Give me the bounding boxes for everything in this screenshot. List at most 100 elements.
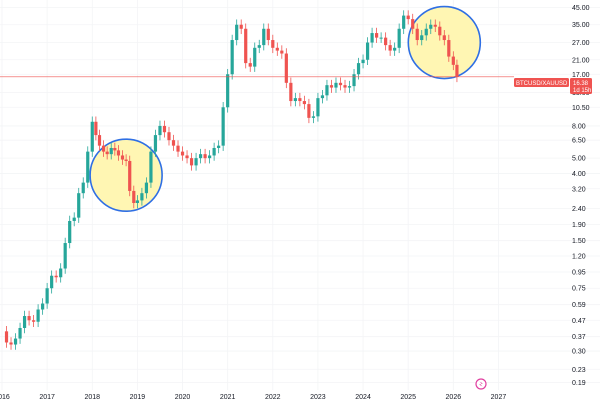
price-tick-label: 21.00 — [572, 57, 590, 64]
candle-up — [230, 40, 234, 75]
price-tick-label: 3.20 — [572, 186, 586, 193]
candle-down — [27, 316, 31, 321]
candle-up — [212, 147, 216, 156]
candle-down — [9, 342, 13, 345]
price-tick-label: 1.90 — [572, 222, 586, 229]
symbol-badge-bg — [514, 78, 569, 87]
candle-down — [280, 50, 284, 54]
price-tick-label: 0.19 — [572, 380, 586, 387]
tradingview-logo-icon[interactable] — [475, 378, 487, 390]
candle-layer — [4, 10, 459, 350]
candle-up — [140, 193, 144, 201]
candle-down — [455, 64, 459, 77]
candle-down — [343, 85, 347, 88]
candle-up — [253, 47, 257, 67]
candle-down — [447, 40, 451, 57]
price-tick-label: 6.50 — [572, 138, 586, 145]
price-tick-label: 45.00 — [572, 5, 590, 12]
candle-down — [289, 82, 293, 102]
price-tick-label: 2.40 — [572, 206, 586, 213]
price-tick-label: 0.59 — [572, 302, 586, 309]
candle-down — [101, 145, 106, 152]
candle-up — [135, 200, 139, 203]
candle-up — [420, 35, 424, 41]
candle-up — [41, 303, 45, 310]
candle-down — [132, 190, 136, 203]
candle-up — [109, 147, 113, 155]
candle-up — [352, 74, 356, 87]
candle-down — [433, 24, 437, 27]
price-tick-label: 0.23 — [572, 367, 586, 374]
candle-down — [167, 132, 171, 141]
time-tick-label: 2026 — [446, 394, 462, 400]
time-tick-label: 2020 — [175, 394, 191, 400]
candle-up — [90, 121, 94, 152]
candle-down — [307, 104, 311, 118]
candle-up — [365, 42, 370, 60]
price-tick-label: 0.30 — [572, 349, 586, 356]
candle-down — [388, 45, 392, 51]
candle-up — [347, 86, 352, 88]
candle-down — [31, 320, 36, 322]
time-tick-label: 2021 — [220, 394, 236, 400]
candle-up — [402, 15, 406, 29]
candle-up — [325, 85, 329, 96]
candle-down — [97, 135, 102, 146]
symbol-badge: BTCUSD/XAUUSD 16.38 1d 15h — [514, 78, 592, 94]
candle-up — [208, 155, 212, 159]
candle-up — [311, 116, 316, 118]
candle-down — [113, 147, 117, 151]
candle-up — [22, 316, 27, 328]
candle-down — [162, 125, 167, 133]
time-tick-label: 2016 — [0, 394, 10, 400]
candle-down — [329, 85, 334, 88]
candle-down — [438, 26, 442, 36]
candle-up — [18, 327, 22, 339]
time-axis[interactable]: 2016 2017 2018 2019 2020 2021 2022 2023 2024 2025… — [0, 394, 506, 400]
time-tick-label: 2022 — [265, 394, 281, 400]
grid-layer — [0, 0, 600, 390]
time-tick-label: 2027 — [491, 394, 507, 400]
candle-up — [153, 135, 158, 152]
candle-up — [293, 98, 297, 102]
candle-up — [226, 74, 230, 108]
candle-up — [81, 182, 85, 194]
candle-down — [171, 140, 176, 146]
candle-down — [302, 101, 306, 105]
candle-up — [320, 95, 325, 99]
price-axis[interactable]: 45.0035.0027.0021.0017.0013.0010.508.006… — [572, 5, 590, 387]
candle-up — [235, 24, 239, 41]
last-value-label: 16.38 — [573, 81, 589, 87]
candle-down — [411, 19, 415, 29]
time-tick-label: 2023 — [310, 394, 326, 400]
candle-up — [361, 59, 365, 64]
candle-up — [86, 151, 90, 183]
candle-up — [262, 28, 266, 46]
candle-up — [397, 28, 401, 48]
candle-down — [298, 98, 302, 102]
candle-up — [45, 288, 49, 304]
candle-down — [384, 37, 388, 46]
candle-up — [429, 24, 433, 29]
price-tick-label: 0.37 — [572, 334, 586, 341]
price-tick-label: 1.50 — [572, 238, 586, 245]
candle-down — [244, 28, 248, 64]
candle-up — [13, 338, 18, 345]
price-tick-label: 4.00 — [572, 171, 586, 178]
candle-up — [36, 309, 40, 322]
time-tick-label: 2024 — [355, 394, 371, 400]
candle-up — [393, 47, 397, 51]
candle-down — [180, 151, 185, 156]
countdown-label: 1d 15h — [573, 88, 591, 94]
candle-up — [334, 82, 338, 88]
candle-up — [63, 243, 67, 269]
candle-down — [415, 28, 419, 41]
price-tick-label: 5.00 — [572, 156, 586, 163]
candle-up — [424, 28, 428, 36]
candle-down — [203, 154, 207, 159]
last-value-badge-bg — [570, 78, 592, 94]
highlight-circle-1 — [89, 138, 163, 212]
candle-down — [189, 158, 194, 166]
candle-down — [451, 56, 455, 65]
